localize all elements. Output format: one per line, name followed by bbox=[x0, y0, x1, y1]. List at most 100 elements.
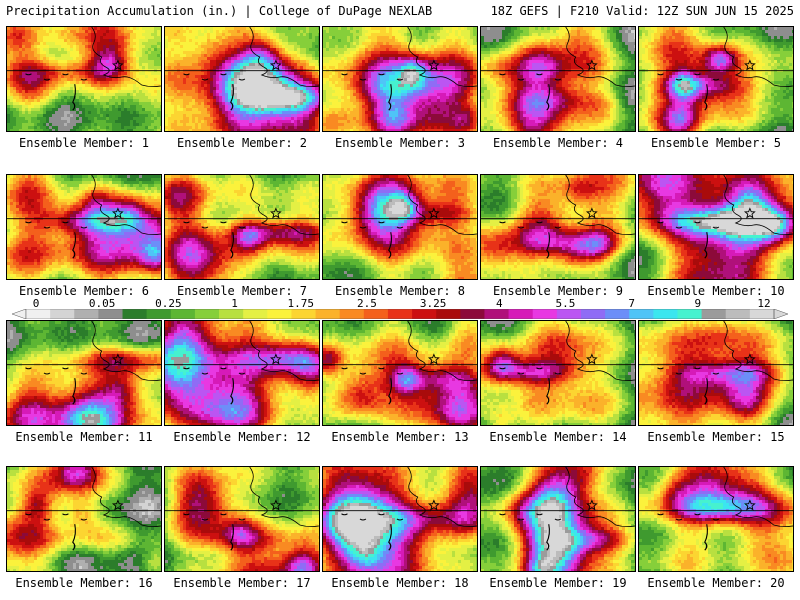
precip-field bbox=[639, 321, 793, 425]
colorbar-swatch bbox=[26, 309, 51, 319]
coastline bbox=[565, 321, 635, 381]
lake-outline bbox=[80, 226, 88, 229]
lake-outline bbox=[554, 226, 562, 229]
star-marker-icon bbox=[743, 207, 756, 219]
ensemble-member-label: Ensemble Member: 14 bbox=[479, 430, 637, 444]
coastline bbox=[249, 27, 319, 87]
colorbar-swatch bbox=[532, 309, 558, 319]
colorbar-tick-label: 9 bbox=[695, 298, 702, 309]
lake-outline bbox=[43, 226, 51, 229]
lake-outline bbox=[396, 518, 404, 521]
precip-colorbar: 0 0.05 0.25 1 1.75 2.5 3.25 4 5.5 7 9 12 bbox=[12, 298, 788, 320]
colorbar-tick-label: 1 bbox=[231, 298, 238, 309]
star-marker-icon bbox=[269, 499, 282, 511]
ensemble-member-label: Ensemble Member: 6 bbox=[5, 284, 163, 298]
colorbar-swatch bbox=[605, 309, 630, 319]
precip-field bbox=[639, 175, 793, 279]
lake-outline bbox=[499, 73, 506, 76]
lake-outline bbox=[341, 367, 348, 370]
precip-field bbox=[481, 321, 635, 425]
colorbar-swatches bbox=[12, 309, 788, 319]
colorbar-swatch bbox=[653, 309, 678, 319]
precip-field bbox=[481, 467, 635, 571]
colorbar-swatch bbox=[339, 309, 365, 319]
ensemble-member-label: Ensemble Member: 16 bbox=[5, 576, 163, 590]
coastline bbox=[723, 175, 793, 235]
lake-outline bbox=[675, 78, 683, 81]
colorbar-swatch bbox=[194, 309, 220, 319]
ensemble-member-14-map bbox=[480, 320, 636, 426]
lake-outline bbox=[201, 226, 209, 229]
star-marker-icon bbox=[585, 499, 598, 511]
lake-outline bbox=[517, 518, 525, 521]
lake-outline bbox=[25, 221, 32, 224]
lake-outline bbox=[694, 367, 701, 370]
lake-outline bbox=[388, 378, 392, 405]
lake-outline bbox=[712, 518, 720, 521]
colorbar-min-arrow bbox=[12, 309, 27, 319]
lake-outline bbox=[704, 232, 708, 259]
star-marker-icon bbox=[111, 499, 124, 511]
colorbar-swatch bbox=[508, 309, 534, 319]
star-marker-icon bbox=[427, 59, 440, 71]
lake-outline bbox=[704, 84, 708, 111]
lake-outline bbox=[72, 84, 76, 111]
ensemble-member-8-map bbox=[322, 174, 478, 280]
lake-outline bbox=[183, 513, 190, 516]
precip-field bbox=[323, 321, 477, 425]
lake-outline bbox=[25, 73, 32, 76]
lake-outline bbox=[499, 367, 506, 370]
map-title: Precipitation Accumulation (in.) | Colle… bbox=[6, 0, 432, 22]
ensemble-member-label: Ensemble Member: 10 bbox=[637, 284, 795, 298]
lake-outline bbox=[220, 513, 227, 516]
lake-outline bbox=[43, 372, 51, 375]
colorbar-swatch bbox=[701, 309, 727, 319]
star-marker-icon bbox=[427, 207, 440, 219]
precip-field bbox=[323, 27, 477, 131]
star-marker-icon bbox=[585, 59, 598, 71]
precip-field bbox=[7, 467, 161, 571]
coastline bbox=[565, 27, 635, 87]
lake-outline bbox=[25, 367, 32, 370]
precip-field bbox=[481, 27, 635, 131]
lake-outline bbox=[230, 84, 234, 111]
ensemble-member-label: Ensemble Member: 5 bbox=[637, 136, 795, 150]
colorbar-swatch bbox=[122, 309, 148, 319]
lake-outline bbox=[359, 226, 367, 229]
ensemble-member-label: Ensemble Member: 12 bbox=[163, 430, 321, 444]
lake-outline bbox=[359, 372, 367, 375]
lake-outline bbox=[554, 78, 562, 81]
coastline bbox=[249, 175, 319, 235]
ensemble-member-label: Ensemble Member: 7 bbox=[163, 284, 321, 298]
lake-outline bbox=[675, 372, 683, 375]
coastline bbox=[565, 467, 635, 527]
colorbar-tick-label: 12 bbox=[757, 298, 770, 309]
ensemble-member-19-map bbox=[480, 466, 636, 572]
lake-outline bbox=[80, 78, 88, 81]
ensemble-member-16-map bbox=[6, 466, 162, 572]
precip-field bbox=[7, 321, 161, 425]
lake-outline bbox=[359, 518, 367, 521]
colorbar-swatch bbox=[580, 309, 606, 319]
star-marker-icon bbox=[743, 59, 756, 71]
lake-outline bbox=[341, 513, 348, 516]
colorbar-swatch bbox=[677, 309, 703, 319]
lake-outline bbox=[694, 221, 701, 224]
coastline bbox=[723, 27, 793, 87]
lake-outline bbox=[517, 226, 525, 229]
lake-outline bbox=[388, 232, 392, 259]
star-marker-icon bbox=[111, 207, 124, 219]
colorbar-swatch bbox=[387, 309, 413, 319]
colorbar-swatch bbox=[436, 309, 461, 319]
lake-outline bbox=[220, 367, 227, 370]
star-marker-icon bbox=[743, 353, 756, 365]
lake-outline bbox=[201, 78, 209, 81]
colorbar-swatch bbox=[170, 309, 196, 319]
star-marker-icon bbox=[743, 499, 756, 511]
precip-field bbox=[165, 467, 319, 571]
lake-outline bbox=[62, 513, 69, 516]
lake-outline bbox=[396, 78, 404, 81]
precip-field bbox=[165, 175, 319, 279]
lake-outline bbox=[183, 73, 190, 76]
precip-field bbox=[165, 321, 319, 425]
